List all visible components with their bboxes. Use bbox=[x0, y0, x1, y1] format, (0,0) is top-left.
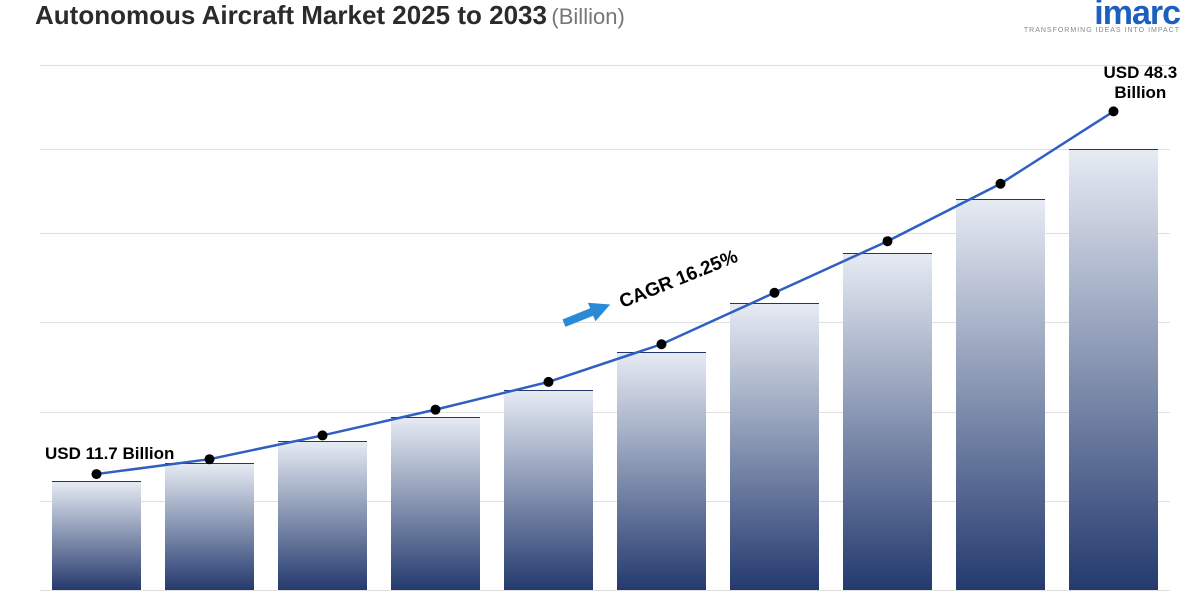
start-value-label: USD 11.7 Billion bbox=[45, 444, 174, 464]
data-marker bbox=[544, 377, 554, 387]
end-value-line2: Billion bbox=[1104, 83, 1178, 103]
end-value-line1: USD 48.3 bbox=[1104, 63, 1178, 83]
logo: imarc TRANSFORMING IDEAS INTO IMPACT bbox=[1024, 0, 1180, 34]
data-marker bbox=[431, 405, 441, 415]
data-marker bbox=[883, 236, 893, 246]
logo-text: imarc bbox=[1094, 0, 1180, 27]
gridline bbox=[40, 590, 1170, 591]
chart-area: USD 11.7 Billion USD 48.3 Billion CAGR 1… bbox=[40, 45, 1170, 590]
trend-line bbox=[97, 111, 1114, 474]
data-marker bbox=[1109, 106, 1119, 116]
logo-tagline: TRANSFORMING IDEAS INTO IMPACT bbox=[1024, 27, 1180, 34]
data-marker bbox=[92, 469, 102, 479]
data-marker bbox=[318, 430, 328, 440]
end-value-label: USD 48.3 Billion bbox=[1104, 63, 1178, 103]
data-marker bbox=[657, 339, 667, 349]
data-marker bbox=[996, 179, 1006, 189]
chart-title: Autonomous Aircraft Market 2025 to 2033 … bbox=[35, 0, 625, 31]
header-row: Autonomous Aircraft Market 2025 to 2033 … bbox=[35, 0, 1180, 40]
title-sub: (Billion) bbox=[551, 4, 624, 29]
title-main: Autonomous Aircraft Market 2025 to 2033 bbox=[35, 0, 547, 30]
data-marker bbox=[205, 454, 215, 464]
data-marker bbox=[770, 288, 780, 298]
